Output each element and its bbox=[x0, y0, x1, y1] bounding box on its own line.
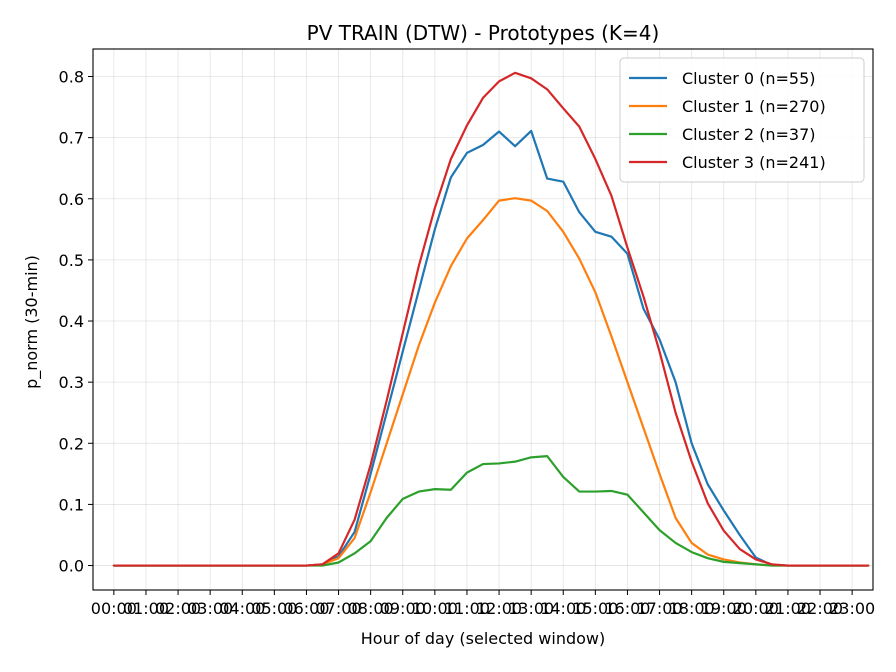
x-tick-label: 12:00 bbox=[476, 599, 522, 618]
legend-entry: Cluster 3 (n=241) bbox=[682, 153, 826, 172]
x-tick-label: 05:00 bbox=[251, 599, 297, 618]
x-tick-label: 03:00 bbox=[187, 599, 233, 618]
x-tick-label: 21:00 bbox=[765, 599, 811, 618]
legend: Cluster 0 (n=55) Cluster 1 (n=270) Cluster… bbox=[619, 57, 865, 183]
x-tick-label: 07:00 bbox=[316, 599, 362, 618]
x-tick-label: 13:00 bbox=[508, 599, 554, 618]
y-tick-label: 0.6 bbox=[59, 190, 84, 209]
y-tick-label: 0.4 bbox=[59, 312, 84, 331]
legend-entry: Cluster 2 (n=37) bbox=[682, 125, 816, 144]
x-tick-label: 14:00 bbox=[540, 599, 586, 618]
series-lines bbox=[112, 71, 870, 567]
x-tick-label: 09:00 bbox=[380, 599, 426, 618]
grid bbox=[93, 49, 873, 590]
x-tick-label: 02:00 bbox=[155, 599, 201, 618]
x-tick-label: 23:00 bbox=[829, 599, 875, 618]
chart-title: PV TRAIN (DTW) - Prototypes (K=4) bbox=[307, 21, 660, 45]
y-tick-label: 0.8 bbox=[59, 68, 84, 87]
x-tick-label: 04:00 bbox=[219, 599, 265, 618]
y-tick-label: 0.2 bbox=[59, 434, 84, 453]
y-axis: 0.0 0.1 0.2 0.3 0.4 0.5 0.6 0.7 0.8 bbox=[59, 68, 93, 576]
x-tick-label: 18:00 bbox=[669, 599, 715, 618]
plot-frame bbox=[92, 48, 874, 591]
y-tick-label: 0.3 bbox=[59, 373, 84, 392]
x-tick-label: 19:00 bbox=[701, 599, 747, 618]
x-tick-label: 01:00 bbox=[123, 599, 169, 618]
x-tick-label: 10:00 bbox=[412, 599, 458, 618]
x-tick-label: 08:00 bbox=[348, 599, 394, 618]
x-tick-label: 06:00 bbox=[283, 599, 329, 618]
x-tick-label: 11:00 bbox=[444, 599, 490, 618]
x-tick-label: 00:00 bbox=[91, 599, 137, 618]
legend-entry: Cluster 1 (n=270) bbox=[682, 97, 826, 116]
x-tick-label: 15:00 bbox=[572, 599, 618, 618]
y-tick-label: 0.7 bbox=[59, 129, 84, 148]
y-tick-label: 0.0 bbox=[59, 557, 84, 576]
x-tick-label: 16:00 bbox=[604, 599, 650, 618]
x-axis: 00:0001:0002:0003:0004:0005:0006:0007:00… bbox=[91, 590, 875, 618]
y-axis-label: p_norm (30-min) bbox=[22, 255, 42, 389]
x-axis-label: Hour of day (selected window) bbox=[361, 629, 605, 648]
y-tick-label: 0.1 bbox=[59, 495, 84, 514]
y-tick-label: 0.5 bbox=[59, 251, 84, 270]
legend-entry: Cluster 0 (n=55) bbox=[682, 69, 816, 88]
x-tick-label: 22:00 bbox=[797, 599, 843, 618]
legend-box bbox=[619, 57, 865, 183]
x-tick-label: 20:00 bbox=[733, 599, 779, 618]
series-line-cluster-3 bbox=[112, 71, 870, 567]
x-tick-label: 17:00 bbox=[636, 599, 682, 618]
